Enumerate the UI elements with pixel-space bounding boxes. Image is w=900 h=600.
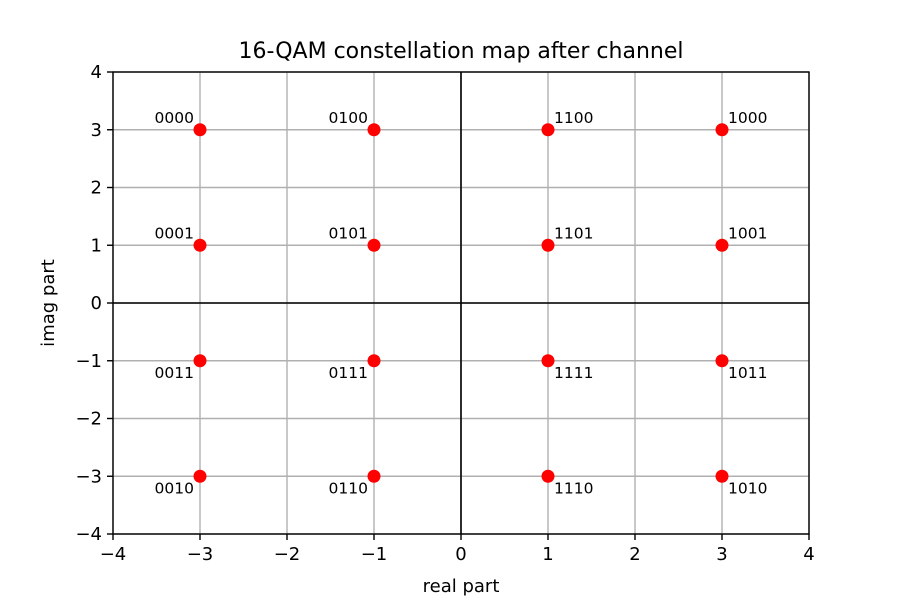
chart-title: 16-QAM constellation map after channel [238, 39, 683, 64]
point-label: 1111 [554, 364, 593, 382]
y-tick-label: 1 [91, 235, 102, 256]
point-label: 1000 [728, 109, 767, 127]
x-tick-label: 0 [455, 544, 466, 565]
constellation-point [715, 238, 729, 252]
constellation-point [367, 238, 381, 252]
constellation-point [367, 123, 381, 137]
y-tick-label: −3 [75, 466, 102, 487]
y-tick-label: −2 [75, 409, 102, 430]
point-label: 1010 [728, 479, 767, 497]
point-label: 0011 [155, 364, 194, 382]
constellation-point [193, 354, 207, 368]
x-tick-label: 3 [716, 544, 727, 565]
y-tick-label: 3 [91, 120, 102, 141]
y-tick-label: −1 [75, 351, 102, 372]
y-tick-label: 0 [91, 293, 102, 314]
point-label: 0001 [155, 224, 194, 242]
x-tick-label: 1 [542, 544, 553, 565]
x-tick-label: 2 [629, 544, 640, 565]
point-label: 1101 [554, 224, 593, 242]
x-tick-label: 4 [803, 544, 814, 565]
y-tick-label: 2 [91, 178, 102, 199]
x-tick-label: −4 [100, 544, 127, 565]
x-tick-label: −2 [274, 544, 301, 565]
point-label: 1110 [554, 479, 593, 497]
constellation-point [541, 469, 555, 483]
point-label: 0000 [155, 109, 194, 127]
constellation-point [367, 469, 381, 483]
constellation-point [193, 123, 207, 137]
point-labels: 0000 0001 0011 0010 0100 0101 0111 0110 1100 1101… [155, 109, 768, 498]
point-label: 0110 [329, 479, 368, 497]
constellation-point [715, 354, 729, 368]
constellation-point [541, 238, 555, 252]
constellation-point [715, 469, 729, 483]
constellation-point [541, 123, 555, 137]
point-label: 1001 [728, 224, 767, 242]
constellation-point [193, 238, 207, 252]
constellation-point [193, 469, 207, 483]
axis-ticks: −4 −3 −2 −1 0 1 2 3 4 −4 −3 −2 −1 0 1 2 3 4 [75, 62, 814, 565]
constellation-point [367, 354, 381, 368]
point-label: 0010 [155, 479, 194, 497]
x-tick-label: −3 [187, 544, 214, 565]
x-tick-label: −1 [361, 544, 388, 565]
data-points [193, 123, 729, 483]
zero-axis-lines [113, 72, 809, 534]
point-label: 1011 [728, 364, 767, 382]
y-axis-label: imag part [38, 259, 59, 347]
point-label: 0111 [329, 364, 368, 382]
point-label: 0100 [329, 109, 368, 127]
constellation-point [715, 123, 729, 137]
point-label: 1100 [554, 109, 593, 127]
point-label: 0101 [329, 224, 368, 242]
y-tick-label: −4 [75, 524, 102, 545]
x-axis-label: real part [423, 576, 500, 597]
y-tick-label: 4 [91, 62, 102, 83]
constellation-point [541, 354, 555, 368]
